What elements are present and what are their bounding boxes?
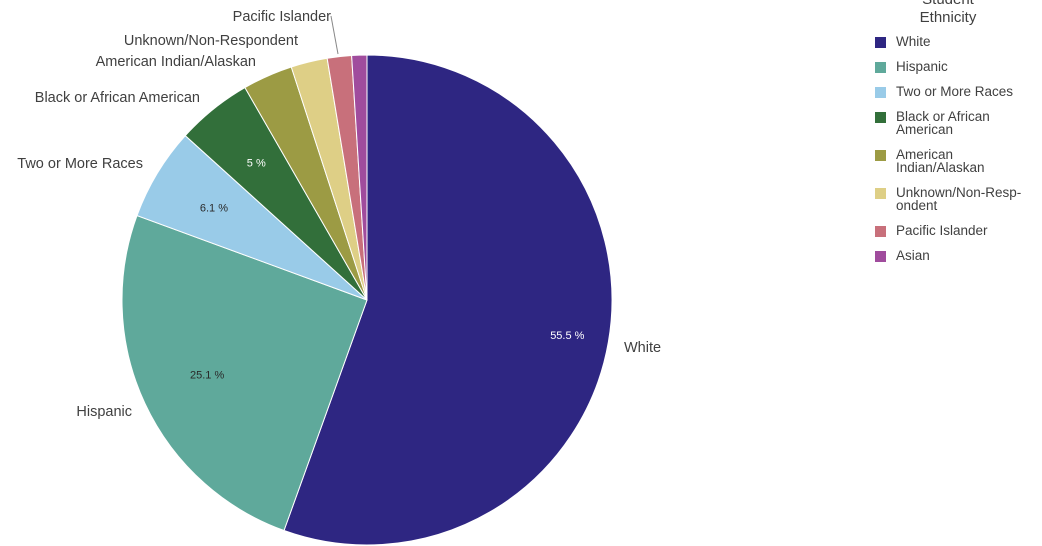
legend-item-asian[interactable]: Asian <box>875 249 1040 262</box>
legend-swatch <box>875 37 886 48</box>
legend-label: American Indian/Alaskan <box>896 147 985 175</box>
legend-label: Asian <box>896 248 930 263</box>
legend-title: Student Ethnicity <box>868 0 1028 27</box>
legend-item-unknown-non-respondent[interactable]: Unknown/Non-Resp-ondent <box>875 186 1040 212</box>
legend-item-two-or-more-races[interactable]: Two or More Races <box>875 85 1040 98</box>
slice-category-label: Pacific Islander <box>233 9 331 25</box>
legend-items: White Hispanic Two or More Races Black or A… <box>868 35 1040 262</box>
slice-value-label: 55.5 % <box>550 330 584 342</box>
legend-swatch <box>875 87 886 98</box>
legend-item-american-indian-alaskan[interactable]: American Indian/Alaskan <box>875 148 1040 174</box>
legend-title-line: Student <box>868 0 1028 9</box>
slice-category-label: American Indian/Alaskan <box>96 54 256 70</box>
legend-label: White <box>896 34 931 49</box>
slice-category-label: Hispanic <box>76 404 132 420</box>
slice-category-label: Black or African American <box>35 90 200 106</box>
legend-label: Black or African American <box>896 109 990 137</box>
legend-title-line: Ethnicity <box>919 9 977 26</box>
slice-value-labels: 55.5 % 25.1 % 6.1 % 5 % <box>190 158 585 382</box>
leader-line <box>330 15 339 55</box>
legend-label: Hispanic <box>896 59 948 74</box>
pie-slice-hispanic[interactable] <box>121 214 368 532</box>
legend-swatch <box>875 62 886 73</box>
legend-item-white[interactable]: White <box>875 35 1040 48</box>
slice-category-label: Two or More Races <box>17 156 143 172</box>
legend-label: Two or More Races <box>896 84 1014 99</box>
slice-category-label: White <box>624 340 661 356</box>
legend-swatch <box>875 150 886 161</box>
legend-label: Pacific Islander <box>896 223 988 238</box>
legend-swatch <box>875 226 886 237</box>
slice-value-label: 5 % <box>247 158 266 170</box>
pie-slice-white[interactable] <box>283 54 613 546</box>
legend-swatch <box>875 112 886 123</box>
legend-label: Unknown/Non-Resp-ondent <box>896 185 1022 213</box>
slice-category-labels: White Hispanic Two or More Races Black or A… <box>17 9 661 420</box>
legend: Student Ethnicity White Hispanic Two or Mo… <box>868 0 1040 274</box>
pie-slices <box>121 54 613 546</box>
legend-swatch <box>875 188 886 199</box>
slice-category-label: Unknown/Non-Respondent <box>124 33 298 49</box>
slice-value-label: 6.1 % <box>200 203 228 215</box>
legend-item-hispanic[interactable]: Hispanic <box>875 60 1040 73</box>
legend-swatch <box>875 251 886 262</box>
legend-item-pacific-islander[interactable]: Pacific Islander <box>875 224 1040 237</box>
pie-slice-asian[interactable] <box>351 54 368 301</box>
legend-item-black-or-african-american[interactable]: Black or African American <box>875 110 1040 136</box>
slice-value-label: 25.1 % <box>190 370 224 382</box>
